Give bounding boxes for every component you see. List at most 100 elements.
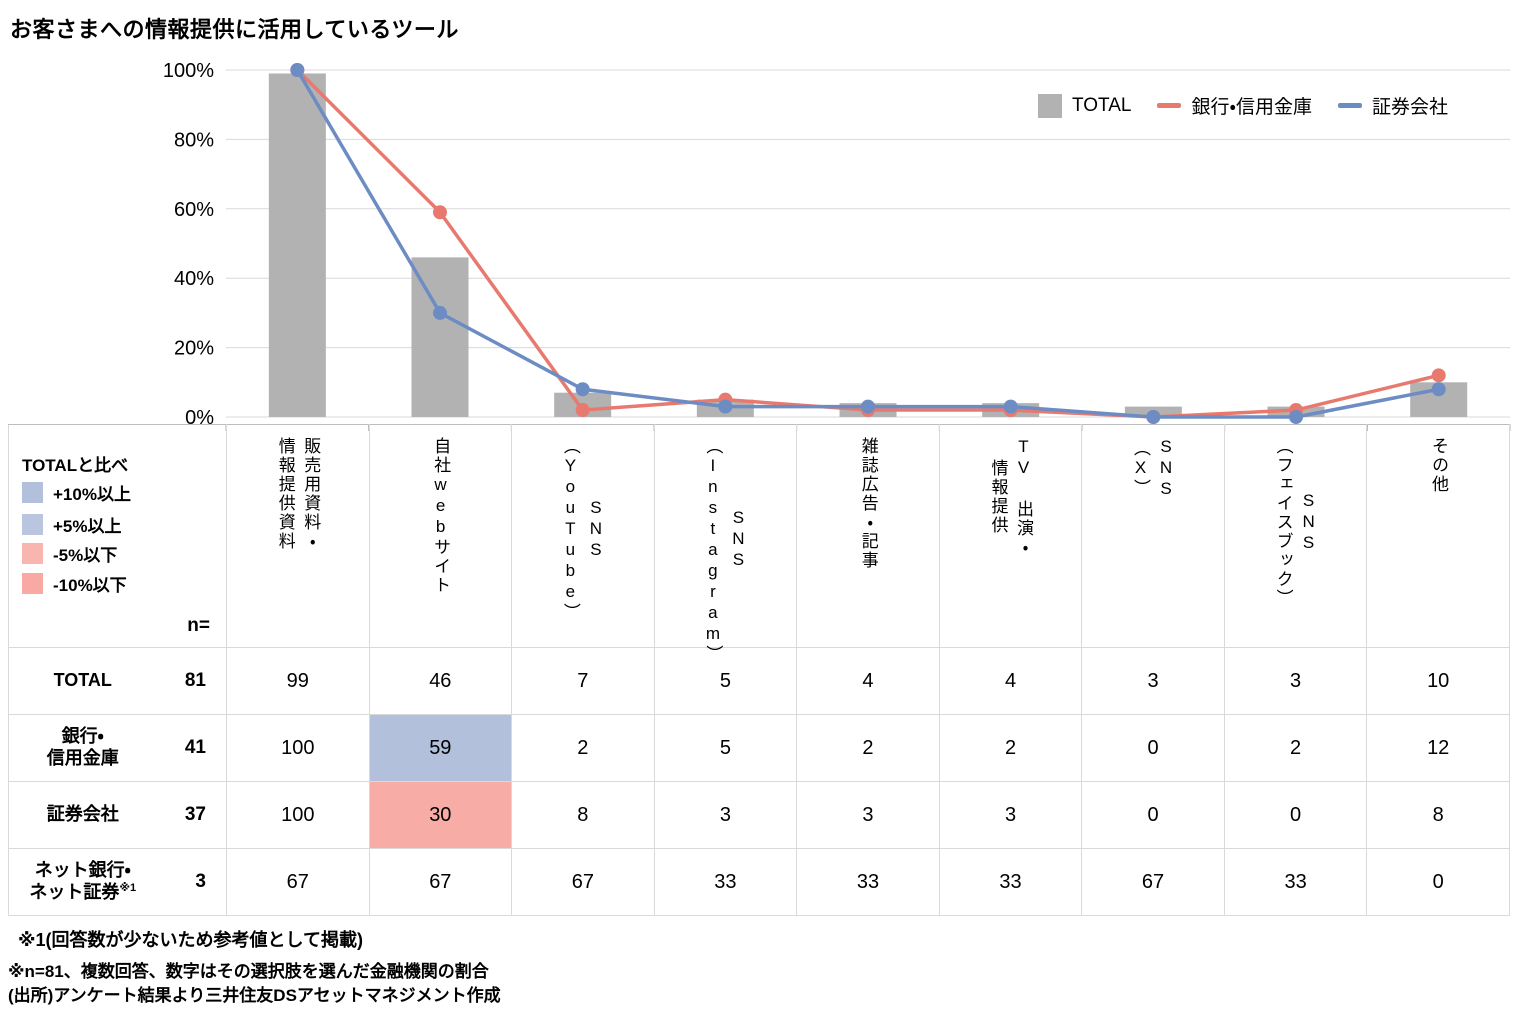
table-cell: 3	[938, 781, 1083, 849]
column-header-label: 雑誌広告・記事	[858, 437, 878, 570]
legend-label-total: TOTAL	[1072, 94, 1132, 116]
column-header: SNS （Instagram）	[653, 424, 798, 664]
column-header: SNS （YouTube）	[511, 424, 655, 648]
compare-legend-label: +5%以上	[53, 517, 122, 536]
n-equals-label: n=	[187, 615, 210, 636]
compare-legend-cell: TOTALと比べ +10%以上 +5%以上 -5%以下	[8, 424, 227, 648]
column-header: 販売用資料・ 情報提供資料	[226, 424, 370, 648]
svg-text:40%: 40%	[174, 268, 214, 290]
table-cell: 2	[1223, 714, 1368, 782]
table-cell: 99	[226, 647, 370, 715]
column-header: TV 出演・ 情報提供	[938, 424, 1083, 648]
row-label-footnote-mark: ※1	[119, 882, 137, 894]
bars-series-total	[268, 73, 1468, 417]
compare-legend-item-minus10: -10%以下	[22, 571, 127, 596]
compare-legend-item-plus5: +5%以上	[22, 512, 122, 537]
chart-legend: TOTAL 銀行・信用金庫 証券会社	[1038, 92, 1448, 119]
table-row: 証券会社 37 100 30 8 3 3 3 0 0 8	[8, 781, 1510, 849]
column-header: その他	[1366, 424, 1510, 648]
table-cell: 3	[1223, 647, 1368, 715]
row-label: TOTAL	[8, 647, 157, 715]
compare-legend-title: TOTALと比べ	[22, 456, 129, 475]
minus5-swatch-icon	[22, 543, 43, 564]
table-row: ネット銀行・ ネット証券※1 3 67 67 67 33 33 33 67 33 0	[8, 848, 1510, 916]
column-header-label: SNS （フェイスブック）	[1273, 437, 1319, 608]
table-cell: 8	[511, 781, 655, 849]
compare-legend-label: -5%以下	[53, 546, 118, 565]
n-value: 3	[156, 848, 227, 916]
table-cell: 46	[368, 647, 513, 715]
n-value: 81	[156, 647, 227, 715]
table-cell: 4	[796, 647, 940, 715]
total-bar-swatch-icon	[1038, 93, 1062, 118]
plus10-swatch-icon	[22, 482, 43, 503]
table-cell: 100	[226, 781, 370, 849]
table-cell: 2	[511, 714, 655, 782]
line-series-securities	[290, 63, 1446, 424]
column-header-label: SNS （X）	[1131, 437, 1176, 500]
column-header: 雑誌広告・記事	[796, 424, 940, 648]
column-header: 自社webサイト	[368, 424, 513, 648]
table-cell: 67	[226, 848, 370, 916]
column-header: SNS （X）	[1081, 424, 1225, 648]
table-cell: 33	[938, 848, 1083, 916]
table-cell: 5	[653, 714, 798, 782]
svg-text:60%: 60%	[174, 199, 214, 221]
svg-text:80%: 80%	[174, 129, 214, 151]
table-cell: 2	[796, 714, 940, 782]
table-cell: 0	[1081, 781, 1225, 849]
header-row: TOTALと比べ +10%以上 +5%以上 -5%以下	[8, 424, 1510, 664]
n-value: 37	[156, 781, 227, 849]
table-row: 銀行・ 信用金庫 41 100 59 2 5 2 2 0 2 12	[8, 714, 1510, 782]
chart-title: お客さまへの情報提供に活用しているツール	[10, 17, 459, 42]
bank-line-swatch-icon	[1157, 103, 1182, 108]
column-header-label: 自社webサイト	[431, 437, 451, 595]
legend-item-bank: 銀行・信用金庫	[1157, 92, 1312, 119]
footnote-n: ※n=81、複数回答、数字はその選択肢を選んだ金融機関の割合	[8, 962, 489, 981]
table-cell: 10	[1366, 647, 1510, 715]
legend-label-securities: 証券会社	[1371, 97, 1448, 118]
table-cell: 7	[511, 647, 655, 715]
table-cell: 67	[1081, 848, 1225, 916]
compare-legend-item-plus10: +10%以上	[22, 480, 131, 505]
legend-item-securities: 証券会社	[1337, 92, 1448, 119]
table-cell: 67	[511, 848, 655, 916]
legend-item-total: TOTAL	[1038, 93, 1132, 118]
column-header-label: SNS （Instagram）	[703, 437, 748, 664]
n-value: 41	[156, 714, 227, 782]
compare-legend-label: -10%以下	[53, 576, 127, 595]
minus10-swatch-icon	[22, 573, 43, 594]
table-row: TOTAL 81 99 46 7 5 4 4 3 3 10	[8, 647, 1510, 715]
plus5-swatch-icon	[22, 514, 43, 535]
row-label: ネット銀行・ ネット証券※1	[8, 848, 157, 916]
combo-chart: 0% 20% 40% 60% 80% 100%	[163, 60, 1511, 431]
compare-legend-item-minus5: -5%以下	[22, 541, 117, 566]
table-cell: 4	[938, 647, 1083, 715]
column-header-label: SNS （YouTube）	[560, 437, 606, 622]
table-cell: 5	[653, 647, 798, 715]
svg-text:0%: 0%	[185, 407, 214, 429]
column-header-label: その他	[1428, 437, 1448, 494]
svg-text:100%: 100%	[163, 60, 214, 82]
table-cell: 0	[1223, 781, 1368, 849]
table-cell: 33	[653, 848, 798, 916]
legend-label-bank: 銀行・信用金庫	[1191, 97, 1312, 118]
svg-text:20%: 20%	[174, 338, 214, 360]
table-cell: 33	[796, 848, 940, 916]
compare-legend-label: +10%以上	[53, 485, 131, 504]
footnote-block: ※n=81、複数回答、数字はその選択肢を選んだ金融機関の割合 (出所)アンケート…	[8, 960, 501, 1008]
column-header: SNS （フェイスブック）	[1223, 424, 1368, 648]
table-cell: 33	[1223, 848, 1368, 916]
column-header-label: 販売用資料・ 情報提供資料	[275, 437, 321, 551]
column-header-label: TV 出演・ 情報提供	[988, 437, 1034, 557]
table-cell: 0	[1366, 848, 1510, 916]
table-cell: 3	[1081, 647, 1225, 715]
securities-line-swatch-icon	[1337, 103, 1362, 108]
table-cell: 59	[368, 714, 513, 782]
data-table: TOTALと比べ +10%以上 +5%以上 -5%以下	[8, 424, 1510, 916]
table-cell: 0	[1081, 714, 1225, 782]
footnote-source: (出所)アンケート結果より三井住友DSアセットマネジメント作成	[8, 986, 501, 1006]
y-axis-labels: 0% 20% 40% 60% 80% 100%	[163, 60, 214, 429]
table-cell: 30	[368, 781, 513, 849]
